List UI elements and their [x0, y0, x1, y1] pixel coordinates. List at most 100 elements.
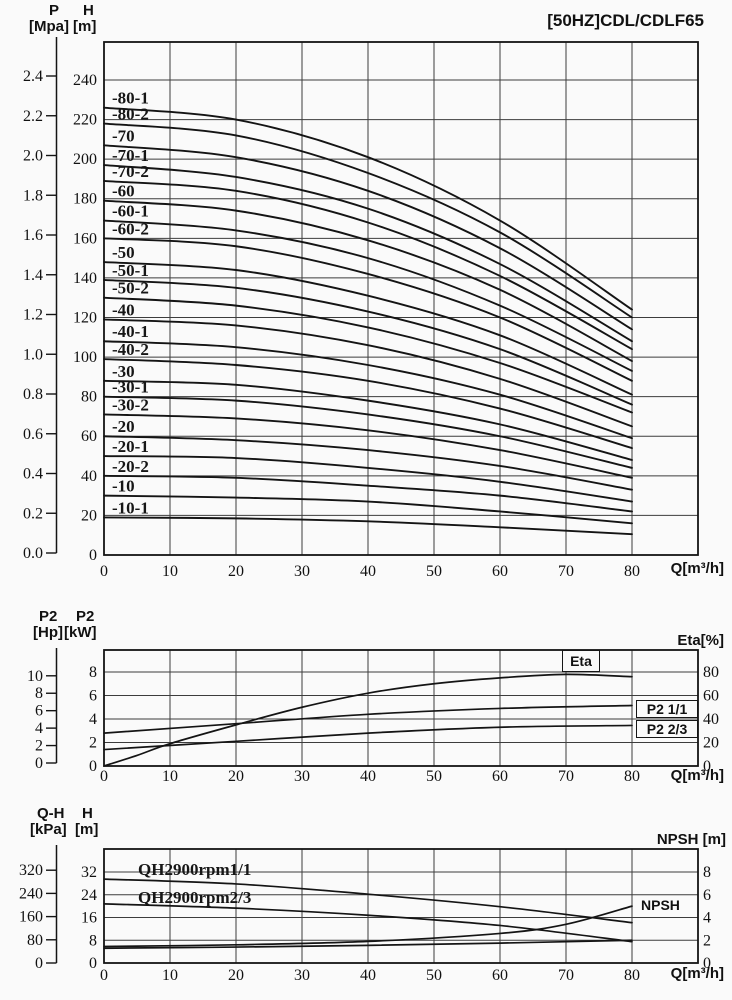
p2-hp-axis-title: P2: [39, 608, 58, 625]
hq-curve--40: [103, 318, 633, 428]
qh-y-tick-label: 32: [81, 864, 97, 881]
hq-y-tick-label: 20: [81, 507, 97, 524]
hq-outer-tick-label: 2.0: [23, 148, 43, 165]
hq-curve--30-1: [103, 395, 633, 469]
hq-y-tick-label: 0: [89, 547, 97, 564]
hq-curve--40-2: [103, 358, 633, 450]
qh-outer-tick-label: 0: [35, 955, 43, 972]
eta-axis-title: Eta[%]: [677, 632, 724, 649]
hq-outer-tick-label: 2.4: [23, 68, 43, 85]
p2-x-tick-label: 40: [360, 768, 376, 785]
p2-flow-axis-unit: Q[m³/h]: [670, 767, 724, 784]
qh-full-curve-label: QH2900rpm1/1: [138, 860, 252, 879]
qh-x-tick-label: 10: [162, 967, 178, 984]
p2-x-tick-label: 20: [228, 768, 244, 785]
hq-curve--70-2: [103, 179, 633, 351]
hq-x-tick-label: 70: [558, 563, 574, 580]
hq-curve--30: [103, 379, 633, 461]
hq-curve-label: -30: [112, 362, 135, 381]
hq-x-tick-label: 20: [228, 563, 244, 580]
hq-x-tick-label: 50: [426, 563, 442, 580]
hq-curve--20: [103, 435, 633, 491]
qh-x-tick-label: 20: [228, 967, 244, 984]
p2-y-tick-label: 4: [89, 711, 97, 728]
hq-curve-label: -50-2: [112, 279, 149, 298]
hq-curve-label: -40: [112, 300, 135, 319]
p2-23-curve-label: P2 2/3: [636, 720, 698, 738]
hq-curve-label: -50: [112, 243, 135, 262]
hq-curve-label: -60: [112, 182, 135, 201]
hq-y-tick-label: 160: [73, 230, 97, 247]
pressure-axis-unit: [Mpa]: [29, 18, 69, 35]
p2-curve-p2-23: [103, 724, 633, 751]
qh-x-tick-label: 80: [624, 967, 640, 984]
hq-curve--10-1: [103, 516, 633, 536]
hq-y-tick-label: 40: [81, 468, 97, 485]
qh-right-tick-label: 2: [703, 932, 711, 949]
hq-curve--10: [103, 494, 633, 525]
hq-outer-tick-label: 1.0: [23, 346, 43, 363]
p2-outer-tick-label: 8: [35, 685, 43, 702]
hq-outer-tick-label: 1.8: [23, 187, 43, 204]
hq-curve--50: [103, 261, 633, 396]
p2-x-tick-label: 70: [558, 768, 574, 785]
p2-hp-axis-unit: [Hp]: [33, 624, 63, 641]
hq-x-tick-label: 40: [360, 563, 376, 580]
hq-curve-label: -20-2: [112, 457, 149, 476]
hq-outer-tick-label: 2.2: [23, 108, 43, 125]
qh-y-tick-label: 0: [89, 955, 97, 972]
hq-curve-label: -20: [112, 417, 135, 436]
head-axis-title: H: [83, 2, 94, 19]
hq-curve-label: -40-2: [112, 340, 149, 359]
hq-curve--50-2: [103, 296, 633, 414]
hq-curve--20-2: [103, 474, 633, 513]
p2-kw-axis-title: P2: [76, 608, 95, 625]
p2-outer-tick-label: 0: [35, 755, 43, 772]
hq-curve-label: -50-1: [112, 261, 149, 280]
qh-y-tick-label: 8: [89, 932, 97, 949]
p2-kw-axis-unit: [kW]: [64, 624, 97, 641]
hq-curve--20-1: [103, 455, 633, 503]
hq-y-tick-label: 60: [81, 428, 97, 445]
p2-outer-tick-label: 4: [35, 720, 43, 737]
hq-curve--60-2: [103, 237, 633, 382]
hq-curve-label: -70: [112, 126, 135, 145]
p2-outer-tick-label: 10: [27, 668, 43, 685]
hq-curve-label: -60-1: [112, 202, 149, 221]
hq-outer-tick-label: 1.2: [23, 307, 43, 324]
hq-y-tick-label: 240: [73, 72, 97, 89]
hq-curve-label: -30-2: [112, 395, 149, 414]
p2-curve-p2-full: [103, 704, 633, 734]
hq-curve--60: [103, 199, 633, 362]
npsh-curve-label: NPSH: [641, 897, 680, 913]
hq-outer-tick-label: 1.6: [23, 227, 43, 244]
hq-outer-tick-label: 0.2: [23, 505, 43, 522]
p2-full-curve-label: P2 1/1: [636, 700, 698, 718]
qh-curve-npsh-23: [103, 939, 633, 950]
hq-y-tick-label: 80: [81, 389, 97, 406]
hq-curve-label: -80-1: [112, 89, 149, 108]
hq-x-tick-label: 60: [492, 563, 508, 580]
qh-right-tick-label: 6: [703, 887, 711, 904]
page-title: [50HZ]CDL/CDLF65: [547, 11, 704, 30]
hq-y-tick-label: 120: [73, 309, 97, 326]
qh-y-tick-label: 24: [81, 887, 97, 904]
qh-x-tick-label: 0: [100, 967, 108, 984]
p2-x-tick-label: 10: [162, 768, 178, 785]
hq-curve--70-1: [103, 164, 633, 343]
hq-curve--50-1: [103, 278, 633, 406]
qh-right-tick-label: 8: [703, 864, 711, 881]
npsh-axis-title: NPSH [m]: [656, 831, 726, 848]
hq-outer-tick-label: 0.0: [23, 545, 43, 562]
hq-curve-label: -30-1: [112, 378, 149, 397]
p2-right-tick-label: 20: [703, 735, 719, 752]
p2-x-tick-label: 50: [426, 768, 442, 785]
p2-right-tick-label: 80: [703, 664, 719, 681]
hq-x-tick-label: 80: [624, 563, 640, 580]
qh-kpa-axis-title: Q-H: [37, 805, 65, 822]
hq-y-tick-label: 200: [73, 151, 97, 168]
p2-right-tick-label: 60: [703, 688, 719, 705]
hq-curve--70: [103, 144, 633, 331]
qh-curve-qh-23: [103, 903, 633, 943]
